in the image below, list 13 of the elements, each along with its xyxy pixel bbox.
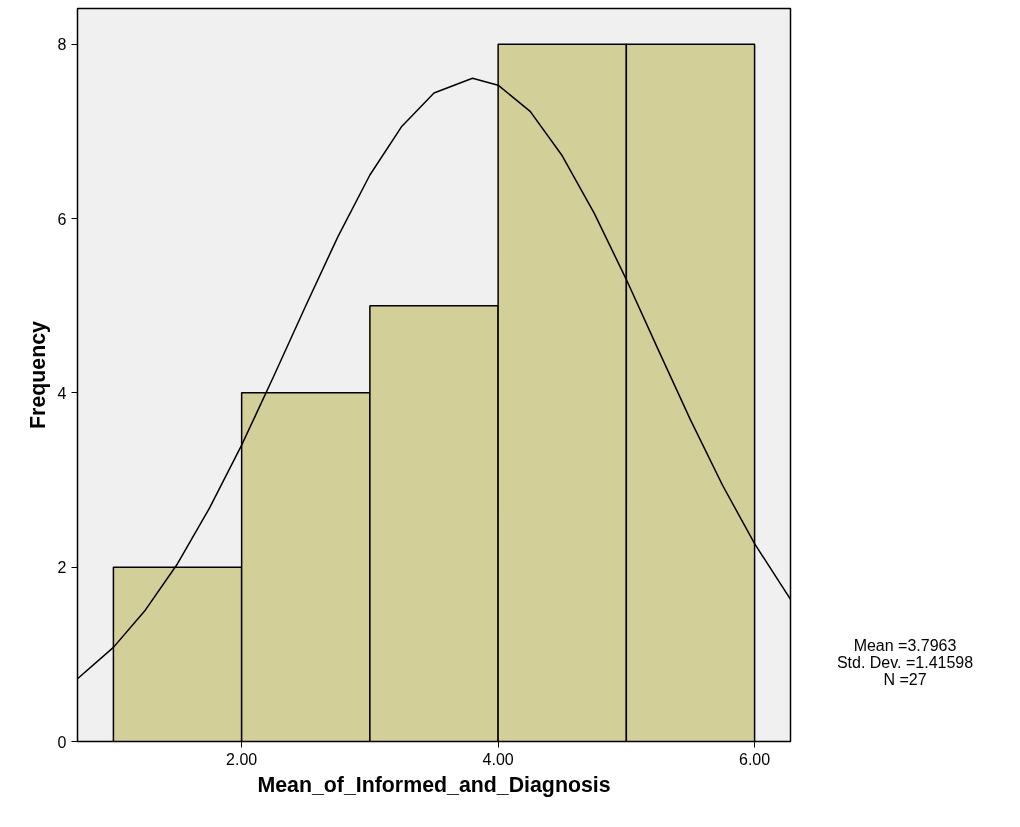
y-tick-label: 2 bbox=[57, 559, 67, 577]
y-tick-label: 0 bbox=[57, 733, 67, 751]
y-axis-title: Frequency bbox=[25, 320, 50, 429]
text: N =27 bbox=[883, 670, 927, 688]
y-tick-label: 4 bbox=[57, 384, 67, 402]
x-tick-label: 6.00 bbox=[739, 750, 771, 768]
y-tick-label: 8 bbox=[57, 36, 67, 54]
x-tick-label: 4.00 bbox=[482, 750, 514, 768]
y-tick-label: 6 bbox=[57, 210, 67, 228]
text: Std. Dev. =1.41598 bbox=[836, 653, 974, 671]
x-axis-title: Mean_of_Informed_and_Diagnosis bbox=[257, 772, 611, 797]
x-tick-label: 2.00 bbox=[226, 750, 258, 768]
text: Mean =3.7963 bbox=[853, 637, 957, 654]
